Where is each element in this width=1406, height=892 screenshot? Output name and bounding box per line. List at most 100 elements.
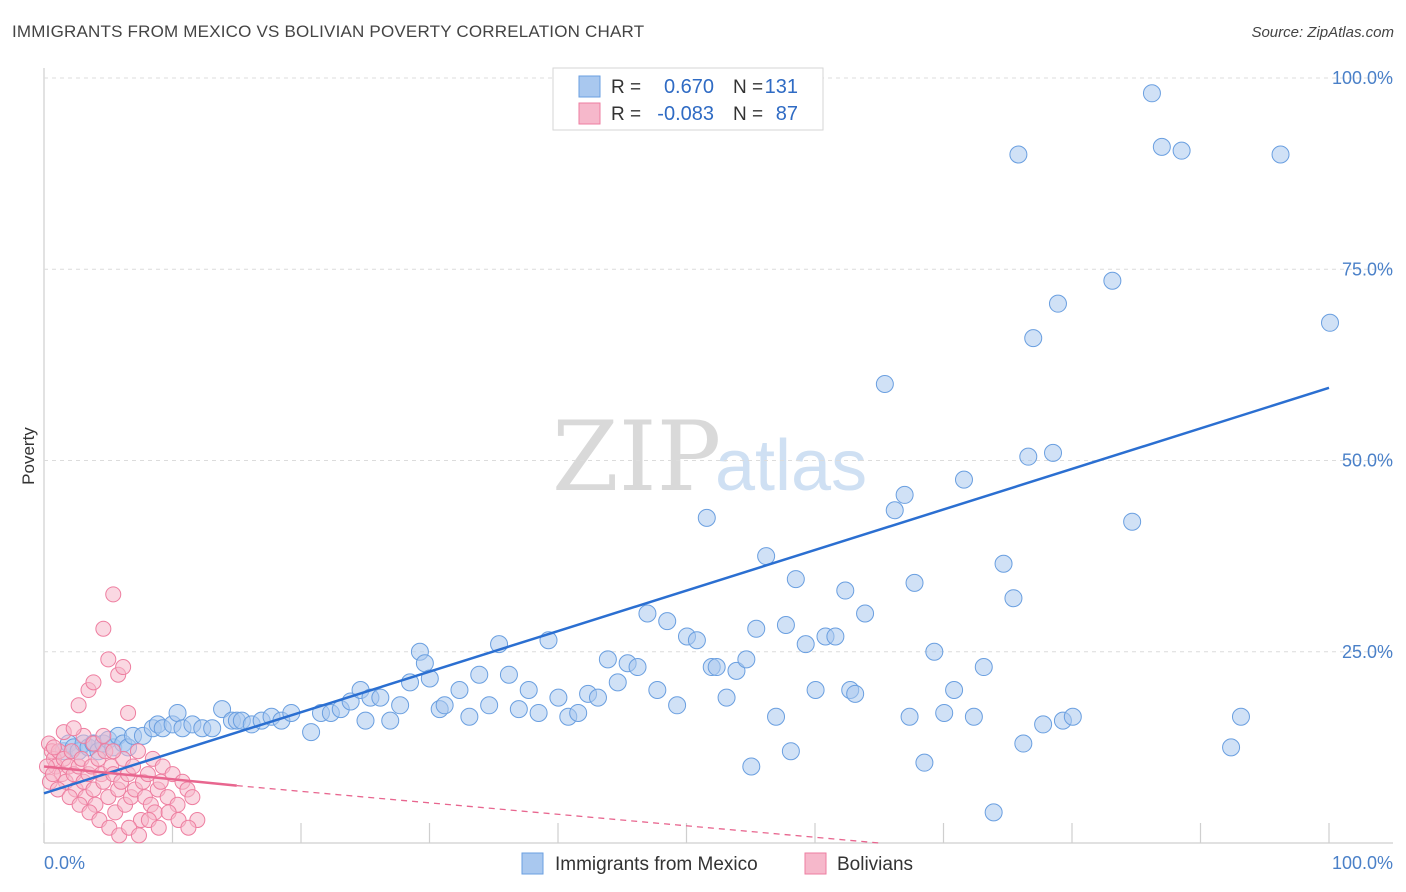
- mexico-point-109: [984, 803, 1003, 822]
- mexico-point-121: [1103, 271, 1122, 290]
- mexico-point-84: [757, 547, 776, 566]
- mexico-point-76: [697, 508, 716, 527]
- mexico-point-81: [737, 650, 756, 669]
- mexico-point-50: [435, 696, 454, 715]
- mexico-point-111: [1004, 589, 1023, 608]
- mexico-point-69: [628, 658, 647, 677]
- mexico-point-100: [900, 707, 919, 726]
- mexico-point-106: [954, 470, 973, 489]
- legend-n-value-mexico: 131: [765, 76, 798, 98]
- watermark: ZIP atlas: [552, 401, 867, 513]
- legend-label-immigrants-from-mexico: Immigrants from Mexico: [555, 854, 758, 875]
- mexico-point-56: [499, 665, 518, 684]
- mexico-point-71: [648, 681, 667, 699]
- series-legend: Immigrants from Mexico Bolivians: [521, 852, 913, 875]
- mexico-point-79: [717, 688, 736, 707]
- legend-label-bolivians: Bolivians: [837, 854, 913, 875]
- mexico-point-123: [1142, 84, 1161, 103]
- mexico-point-48: [420, 669, 439, 688]
- mexico-point-90: [806, 681, 825, 699]
- mexico-point-93: [836, 581, 855, 600]
- mexico-point-114: [1019, 447, 1038, 466]
- series-bolivians: [38, 586, 206, 844]
- y-tick-label-50: 50.0%: [1342, 451, 1393, 471]
- mexico-point-82: [742, 757, 761, 776]
- x-tick-label-max: 100.0%: [1332, 853, 1393, 873]
- mexico-point-66: [598, 650, 617, 669]
- mexico-point-118: [1048, 294, 1067, 313]
- y-tick-label-100: 100.0%: [1332, 68, 1393, 88]
- mexico-point-20: [168, 703, 187, 722]
- mexico-point-44: [391, 696, 410, 715]
- mexico-point-89: [796, 635, 815, 654]
- bolivian-point-65: [95, 727, 112, 744]
- mexico-point-70: [638, 604, 657, 623]
- mexico-point-101: [905, 573, 924, 592]
- bolivian-point-56: [85, 674, 102, 691]
- mexico-point-42: [371, 688, 390, 707]
- mexico-point-51: [450, 681, 469, 699]
- mexico-point-73: [668, 696, 687, 715]
- legend-r-value-bolivians: -0.083: [657, 103, 714, 125]
- bolivian-point-79: [130, 827, 147, 844]
- mexico-point-65: [588, 688, 607, 707]
- bolivian-point-61: [115, 659, 132, 676]
- bolivian-point-68: [65, 720, 82, 737]
- mexico-point-127: [1231, 707, 1250, 726]
- mexico-point-98: [885, 501, 904, 520]
- trend-line-bolivians-extension: [236, 784, 880, 844]
- mexico-point-97: [875, 375, 894, 393]
- legend-n-value-bolivians: 87: [776, 103, 798, 125]
- mexico-point-67: [608, 673, 627, 692]
- y-tick-label-25: 25.0%: [1342, 642, 1393, 662]
- bolivian-point-58: [100, 651, 117, 668]
- mexico-point-25: [213, 700, 232, 719]
- bolivian-point-52: [184, 789, 201, 806]
- mexico-point-86: [776, 615, 795, 634]
- bolivian-point-84: [180, 819, 197, 836]
- mexico-point-99: [895, 485, 914, 504]
- bolivian-point-54: [70, 697, 87, 714]
- mexico-point-125: [1172, 141, 1191, 160]
- legend-n-label-bolivians: N =: [733, 104, 763, 125]
- mexico-point-120: [1063, 707, 1082, 726]
- mexico-point-117: [1044, 443, 1063, 462]
- x-tick-label-min: 0.0%: [44, 853, 85, 873]
- legend-swatch-bolivians-bottom: [804, 852, 827, 875]
- mexico-point-24: [203, 719, 222, 738]
- legend-swatch-mexico: [578, 75, 601, 98]
- legend-r-label-bolivians: R =: [611, 104, 641, 125]
- watermark-zip: ZIP: [552, 401, 721, 513]
- mexico-point-126: [1222, 738, 1241, 757]
- mexico-point-124: [1152, 137, 1171, 156]
- mexico-point-108: [974, 658, 993, 677]
- mexico-point-87: [781, 742, 800, 761]
- watermark-atlas: atlas: [715, 426, 867, 506]
- bolivian-point-36: [129, 743, 146, 760]
- mexico-point-78: [707, 658, 726, 677]
- bolivian-point-62: [120, 704, 137, 721]
- mexico-point-105: [945, 681, 964, 699]
- mexico-point-54: [480, 696, 499, 715]
- legend-n-label-mexico: N =: [733, 77, 763, 98]
- mexico-point-40: [356, 711, 375, 730]
- legend-r-value-mexico: 0.670: [664, 76, 714, 98]
- bolivian-point-69: [45, 739, 62, 756]
- trend-line-mexico: [43, 386, 1330, 795]
- y-axis-title: Poverty: [19, 427, 38, 485]
- mexico-point-52: [460, 707, 479, 726]
- mexico-point-92: [826, 627, 845, 646]
- mexico-point-80: [727, 661, 746, 680]
- mexico-point-59: [529, 703, 548, 722]
- bolivian-point-66: [105, 743, 122, 760]
- mexico-point-72: [658, 612, 677, 631]
- mexico-point-115: [1024, 329, 1043, 348]
- mexico-point-122: [1123, 512, 1142, 531]
- correlation-legend: R = 0.670 N = 131 R = -0.083 N = 87: [552, 67, 824, 131]
- mexico-point-102: [915, 753, 934, 772]
- x-ticks: [43, 823, 1330, 843]
- mexico-point-61: [549, 688, 568, 707]
- mexico-point-112: [1009, 145, 1028, 164]
- mexico-point-104: [935, 703, 954, 722]
- mexico-point-113: [1014, 734, 1033, 753]
